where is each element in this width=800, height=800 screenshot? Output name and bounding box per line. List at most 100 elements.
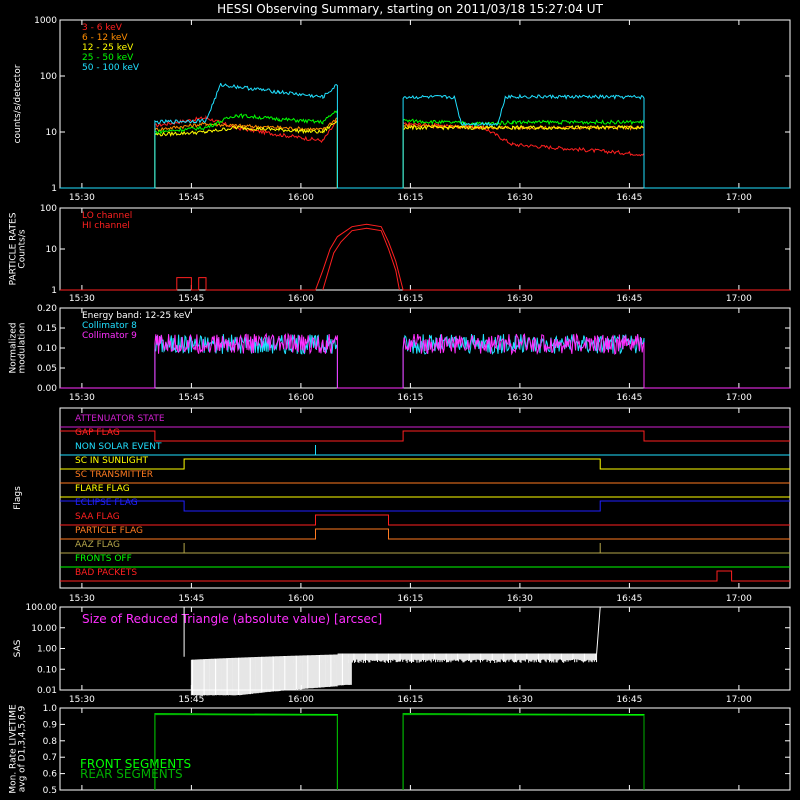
modulation-ytick-label: 0.15 bbox=[37, 324, 57, 334]
modulation-xtick-label: 16:15 bbox=[397, 393, 423, 403]
sas-ylabel: SAS bbox=[13, 639, 23, 657]
particle-axes-frame bbox=[59, 207, 791, 291]
panels: counts/s/detector 1 10 100 1000 15:30 15:45 16:… bbox=[9, 16, 791, 796]
flags-xtick-label: 15:45 bbox=[178, 594, 204, 604]
panel-livetime: Mon. Rate LIVETIME avg of D1,3,4,5,6,9 0.5… bbox=[9, 704, 791, 796]
sas-ytick-label: 1.00 bbox=[37, 645, 57, 655]
livetime-legend-item: FRONT SEGMENTS bbox=[80, 757, 191, 771]
flags-xtick-label: 16:45 bbox=[616, 594, 642, 604]
sas-ytick-label: 0.10 bbox=[37, 665, 57, 675]
sas-xtick-label: 15:30 bbox=[69, 695, 95, 705]
flag-trace bbox=[60, 570, 790, 582]
flag-label: ATTENUATOR STATE bbox=[75, 414, 165, 424]
series-25-50keV bbox=[60, 108, 790, 189]
modulation-ylabel: modulation bbox=[18, 323, 28, 374]
xray-ytick-label: 100 bbox=[40, 72, 57, 82]
xray-legend-item: 25 - 50 keV bbox=[82, 53, 134, 63]
xray-xtick-label: 16:45 bbox=[616, 193, 642, 203]
flag-trace bbox=[60, 514, 790, 526]
modulation-ytick-label: 0.00 bbox=[37, 384, 57, 394]
sas-ytick-label: 10.00 bbox=[31, 624, 57, 634]
figure-title: HESSI Observing Summary, starting on 201… bbox=[217, 2, 603, 16]
sas-xtick-label: 15:45 bbox=[178, 695, 204, 705]
flag-label: GAP FLAG bbox=[75, 428, 120, 438]
particle-xtick-label: 16:00 bbox=[288, 294, 314, 304]
flag-trace bbox=[60, 528, 790, 540]
flag-label: PARTICLE FLAG bbox=[75, 526, 143, 536]
modulation-ytick-label: 0.10 bbox=[37, 344, 57, 354]
flag-trace bbox=[60, 458, 790, 470]
particle-legend-item: LO channel bbox=[82, 211, 132, 221]
modulation-xtick-label: 17:00 bbox=[726, 393, 752, 403]
xray-legend-item: 50 - 100 keV bbox=[82, 63, 140, 73]
modulation-ylabel: Normalized bbox=[9, 322, 19, 373]
flags-xtick-label: 16:15 bbox=[397, 594, 423, 604]
series-50-100keV bbox=[60, 82, 790, 189]
livetime-axes-frame bbox=[59, 707, 791, 791]
modulation-legend-item: Collimator 8 bbox=[82, 321, 137, 331]
livetime-ytick-label: 0.7 bbox=[43, 753, 57, 763]
sas-xtick-label: 16:45 bbox=[616, 695, 642, 705]
modulation-xtick-label: 16:45 bbox=[616, 393, 642, 403]
panel-xray: counts/s/detector 1 10 100 1000 15:30 15:45 16:… bbox=[13, 16, 791, 203]
flag-label: SAA FLAG bbox=[75, 512, 120, 522]
flag-trace bbox=[60, 430, 790, 442]
panel-sas: SAS 0.01 0.10 1.00 10.00 100.00 15:30 15:45 16:0… bbox=[13, 603, 791, 705]
panel-modulation: Normalized modulation 0.00 0.05 0.10 0.15 0.20… bbox=[9, 304, 791, 403]
xray-xtick-label: 16:30 bbox=[507, 193, 533, 203]
particle-ylabel: Counts/s bbox=[18, 229, 28, 268]
sas-legend-item: Size of Reduced Triangle (absolute value… bbox=[82, 612, 382, 626]
livetime-ytick-label: 0.5 bbox=[43, 786, 57, 796]
flag-label: AAZ FLAG bbox=[75, 540, 120, 550]
modulation-legend-item: Collimator 9 bbox=[82, 331, 137, 341]
modulation-xtick-label: 16:00 bbox=[288, 393, 314, 403]
sas-ytick-label: 100.00 bbox=[26, 603, 58, 613]
flag-label: SC IN SUNLIGHT bbox=[75, 456, 149, 466]
particle-ylabel: PARTICLE RATES bbox=[9, 212, 19, 285]
xray-ylabel: counts/s/detector bbox=[13, 64, 23, 143]
xray-xtick-label: 17:00 bbox=[726, 193, 752, 203]
panel-flags: Flags 15:30 15:45 16:00 16:15 16:30 16:45 17:00… bbox=[13, 407, 791, 604]
livetime-ytick-label: 1.0 bbox=[43, 704, 58, 714]
series-Collimator9 bbox=[60, 332, 790, 389]
sas-xtick-label: 16:30 bbox=[507, 695, 533, 705]
xray-legend-item: 3 - 6 keV bbox=[82, 23, 123, 33]
xray-legend-item: 6 - 12 keV bbox=[82, 33, 128, 43]
livetime-ytick-label: 0.9 bbox=[43, 720, 58, 730]
livetime-ylabel: Mon. Rate LIVETIME bbox=[9, 704, 19, 794]
sas-xtick-label: 17:00 bbox=[726, 695, 752, 705]
xray-ytick-label: 10 bbox=[46, 128, 58, 138]
modulation-xtick-label: 16:30 bbox=[507, 393, 533, 403]
series-LOchannel bbox=[60, 223, 790, 291]
xray-ytick-label: 1 bbox=[51, 184, 57, 194]
flags-ylabel: Flags bbox=[13, 486, 23, 510]
particle-xtick-label: 15:45 bbox=[178, 294, 204, 304]
series-FRONTSEGMENTS bbox=[154, 713, 645, 790]
livetime-ytick-label: 0.8 bbox=[43, 737, 58, 747]
series-HIchannel bbox=[322, 227, 400, 291]
xray-xtick-label: 16:00 bbox=[288, 193, 314, 203]
livetime-ytick-label: 0.6 bbox=[43, 770, 58, 780]
xray-xtick-label: 16:15 bbox=[397, 193, 423, 203]
modulation-xtick-label: 15:30 bbox=[69, 393, 95, 403]
flag-label: SC TRANSMITTER bbox=[75, 470, 153, 480]
flag-trace bbox=[60, 500, 790, 512]
sas-xtick-label: 16:15 bbox=[397, 695, 423, 705]
particle-xtick-label: 15:30 bbox=[69, 294, 95, 304]
modulation-xtick-label: 15:45 bbox=[178, 393, 204, 403]
flag-label: NON SOLAR EVENT bbox=[75, 442, 162, 452]
particle-ytick-label: 100 bbox=[40, 204, 57, 214]
flag-label: FRONTS OFF bbox=[75, 554, 132, 564]
series-sas bbox=[183, 606, 601, 696]
series-12-25keV bbox=[60, 119, 790, 189]
flags-xtick-label: 15:30 bbox=[69, 594, 95, 604]
particle-ytick-label: 1 bbox=[51, 286, 57, 296]
flags-xtick-label: 17:00 bbox=[726, 594, 752, 604]
flags-xtick-label: 16:00 bbox=[288, 594, 314, 604]
xray-ytick-label: 1000 bbox=[34, 16, 57, 26]
livetime-legend-item: REAR SEGMENTS bbox=[80, 767, 183, 781]
panel-particle: PARTICLE RATES Counts/s 1 10 100 15:30 15:45 16… bbox=[9, 204, 791, 304]
livetime-ylabel: avg of D1,3,4,5,6,9 bbox=[18, 705, 28, 792]
particle-xtick-label: 17:00 bbox=[726, 294, 752, 304]
